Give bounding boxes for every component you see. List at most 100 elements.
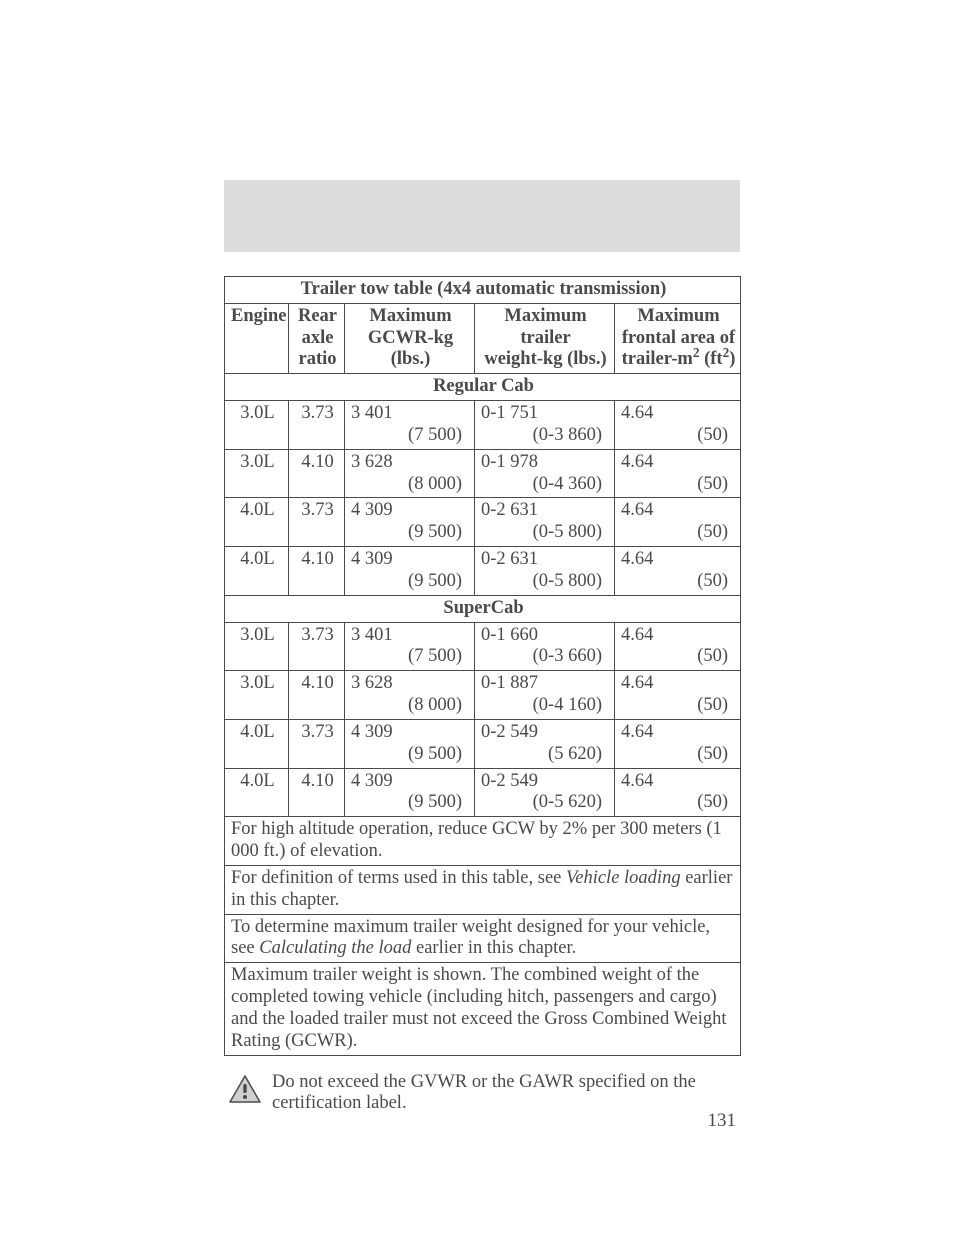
cell-gcwr: 4 309(9 500) xyxy=(345,768,475,817)
table-row: 4.0L4.104 309(9 500)0-2 631(0-5 800)4.64… xyxy=(225,547,741,596)
section-label: SuperCab xyxy=(225,595,741,622)
cell-frontal: 4.64(50) xyxy=(615,547,741,596)
cell-trailer: 0-2 549(0-5 620) xyxy=(475,768,615,817)
cell-ratio: 4.10 xyxy=(289,768,345,817)
cell-frontal-primary: 4.64 xyxy=(621,452,736,474)
table-body: Regular Cab3.0L3.733 401(7 500)0-1 751(0… xyxy=(225,374,741,817)
cell-trailer: 0-2 549(5 620) xyxy=(475,719,615,768)
cell-gcwr: 4 309(9 500) xyxy=(345,547,475,596)
cell-frontal: 4.64(50) xyxy=(615,622,741,671)
col-gcwr: Maximum GCWR-kg (lbs.) xyxy=(345,303,475,373)
cell-frontal-secondary: (50) xyxy=(621,695,736,717)
table-row: 4.0L3.734 309(9 500)0-2 549(5 620)4.64(5… xyxy=(225,719,741,768)
cell-frontal-secondary: (50) xyxy=(621,744,736,766)
cell-frontal-secondary: (50) xyxy=(621,792,736,814)
header-band xyxy=(224,180,740,252)
cell-trailer-secondary: (0-5 800) xyxy=(481,522,610,544)
cell-ratio: 4.10 xyxy=(289,547,345,596)
cell-gcwr-primary: 4 309 xyxy=(351,771,470,793)
cell-gcwr-secondary: (7 500) xyxy=(351,646,470,668)
cell-gcwr-primary: 3 401 xyxy=(351,625,470,647)
content-area: Trailer tow table (4x4 automatic transmi… xyxy=(224,276,740,1115)
col-engine-text: Engine xyxy=(231,306,287,326)
note-3i: Calculating the load xyxy=(259,938,411,958)
cell-gcwr-primary: 4 309 xyxy=(351,549,470,571)
cell-trailer-primary: 0-2 631 xyxy=(481,500,610,522)
trailer-tow-table: Trailer tow table (4x4 automatic transmi… xyxy=(224,276,741,1056)
cell-ratio: 4.10 xyxy=(289,671,345,720)
note-3b: earlier in this chapter. xyxy=(411,938,576,958)
note-4: Maximum trailer weight is shown. The com… xyxy=(225,963,741,1055)
cell-frontal-primary: 4.64 xyxy=(621,673,736,695)
table-title: Trailer tow table (4x4 automatic transmi… xyxy=(225,277,741,304)
cell-trailer: 0-2 631(0-5 800) xyxy=(475,498,615,547)
cell-frontal-primary: 4.64 xyxy=(621,625,736,647)
cell-gcwr: 3 628(8 000) xyxy=(345,449,475,498)
cell-trailer-secondary: (5 620) xyxy=(481,744,610,766)
section-label: Regular Cab xyxy=(225,374,741,401)
section-row: Regular Cab xyxy=(225,374,741,401)
cell-trailer-primary: 0-2 549 xyxy=(481,771,610,793)
cell-trailer-secondary: (0-5 620) xyxy=(481,792,610,814)
note-row-2: For definition of terms used in this tab… xyxy=(225,865,741,914)
cell-gcwr-secondary: (9 500) xyxy=(351,522,470,544)
cell-gcwr-secondary: (7 500) xyxy=(351,425,470,447)
col-trailer: Maximum trailer weight-kg (lbs.) xyxy=(475,303,615,373)
col-frontal-post: ) xyxy=(729,349,735,369)
cell-engine: 4.0L xyxy=(225,547,289,596)
cell-trailer: 0-1 978(0-4 360) xyxy=(475,449,615,498)
table-row: 3.0L4.103 628(8 000)0-1 887(0-4 160)4.64… xyxy=(225,671,741,720)
cell-frontal: 4.64(50) xyxy=(615,449,741,498)
warning-icon xyxy=(228,1074,262,1111)
col-gcwr-text: Maximum GCWR-kg (lbs.) xyxy=(368,306,453,370)
cell-trailer-secondary: (0-4 360) xyxy=(481,474,610,496)
cell-trailer-secondary: (0-5 800) xyxy=(481,571,610,593)
cell-frontal: 4.64(50) xyxy=(615,671,741,720)
cell-trailer: 0-1 751(0-3 860) xyxy=(475,401,615,450)
col-ratio-text: Rear axle ratio xyxy=(298,306,337,370)
cell-trailer: 0-1 887(0-4 160) xyxy=(475,671,615,720)
cell-trailer-secondary: (0-3 860) xyxy=(481,425,610,447)
cell-engine: 4.0L xyxy=(225,768,289,817)
note-row-3: To determine maximum trailer weight desi… xyxy=(225,914,741,963)
cell-engine: 3.0L xyxy=(225,401,289,450)
col-engine: Engine xyxy=(225,303,289,373)
note-2a: For definition of terms used in this tab… xyxy=(231,868,566,888)
cell-trailer-primary: 0-1 660 xyxy=(481,625,610,647)
cell-frontal-secondary: (50) xyxy=(621,425,736,447)
cell-gcwr: 3 401(7 500) xyxy=(345,401,475,450)
cell-gcwr-primary: 4 309 xyxy=(351,500,470,522)
cell-frontal-secondary: (50) xyxy=(621,646,736,668)
cell-engine: 3.0L xyxy=(225,671,289,720)
cell-frontal-secondary: (50) xyxy=(621,571,736,593)
note-2: For definition of terms used in this tab… xyxy=(225,865,741,914)
table-row: 4.0L3.734 309(9 500)0-2 631(0-5 800)4.64… xyxy=(225,498,741,547)
cell-trailer: 0-1 660(0-3 660) xyxy=(475,622,615,671)
warning-text: Do not exceed the GVWR or the GAWR speci… xyxy=(272,1072,740,1116)
table-header-row: Engine Rear axle ratio Maximum GCWR-kg (… xyxy=(225,303,741,373)
cell-ratio: 4.10 xyxy=(289,449,345,498)
col-frontal-mid: (ft xyxy=(699,349,722,369)
cell-frontal-primary: 4.64 xyxy=(621,549,736,571)
cell-gcwr-secondary: (9 500) xyxy=(351,744,470,766)
cell-ratio: 3.73 xyxy=(289,622,345,671)
cell-frontal-primary: 4.64 xyxy=(621,771,736,793)
warning-block: Do not exceed the GVWR or the GAWR speci… xyxy=(224,1072,740,1116)
cell-trailer-primary: 0-1 751 xyxy=(481,403,610,425)
cell-trailer-primary: 0-2 631 xyxy=(481,549,610,571)
section-row: SuperCab xyxy=(225,595,741,622)
note-2i: Vehicle loading xyxy=(566,868,681,888)
note-row-1: For high altitude operation, reduce GCW … xyxy=(225,817,741,866)
note-3: To determine maximum trailer weight desi… xyxy=(225,914,741,963)
note-1: For high altitude operation, reduce GCW … xyxy=(225,817,741,866)
cell-engine: 4.0L xyxy=(225,498,289,547)
col-frontal: Maximum frontal area of trailer-m2 (ft2) xyxy=(615,303,741,373)
cell-trailer: 0-2 631(0-5 800) xyxy=(475,547,615,596)
cell-gcwr-secondary: (8 000) xyxy=(351,474,470,496)
page: Trailer tow table (4x4 automatic transmi… xyxy=(0,0,954,1235)
table-row: 4.0L4.104 309(9 500)0-2 549(0-5 620)4.64… xyxy=(225,768,741,817)
cell-trailer-secondary: (0-4 160) xyxy=(481,695,610,717)
cell-ratio: 3.73 xyxy=(289,719,345,768)
cell-frontal: 4.64(50) xyxy=(615,768,741,817)
cell-frontal-secondary: (50) xyxy=(621,522,736,544)
